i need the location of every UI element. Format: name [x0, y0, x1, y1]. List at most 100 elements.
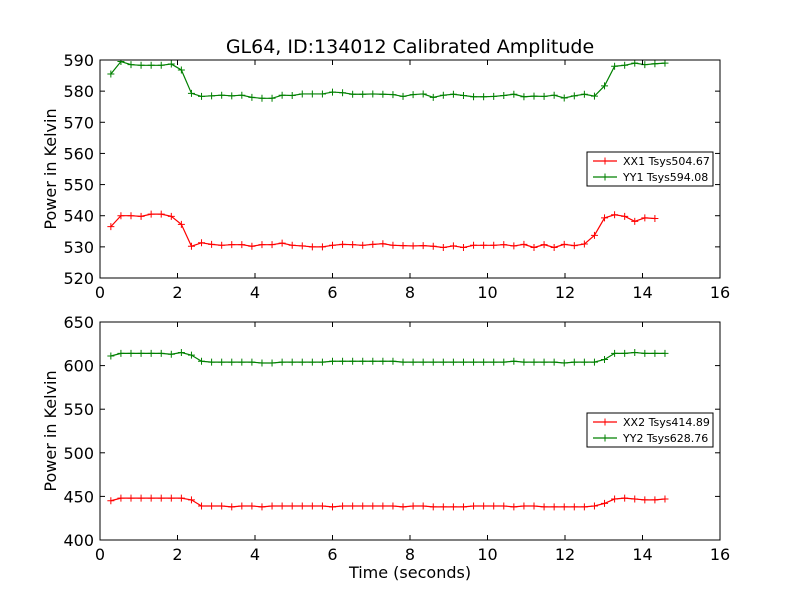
y-axis-label: Power in Kelvin	[41, 370, 60, 491]
data-point	[490, 92, 498, 100]
data-point	[359, 502, 367, 510]
data-point	[187, 89, 195, 97]
data-point	[318, 243, 326, 251]
data-point	[147, 210, 155, 218]
legend-box	[586, 412, 714, 448]
data-point	[298, 90, 306, 98]
x-tick-label: 12	[555, 283, 575, 302]
data-point	[631, 349, 639, 357]
data-point	[198, 92, 206, 100]
data-point	[399, 242, 407, 250]
data-point	[429, 242, 437, 250]
y-tick-label: 550	[63, 176, 94, 195]
data-point	[157, 494, 165, 502]
data-point	[349, 502, 357, 510]
y-tick-label: 580	[63, 82, 94, 101]
data-point	[157, 210, 165, 218]
data-point	[318, 502, 326, 510]
data-point	[248, 93, 256, 101]
data-point	[298, 358, 306, 366]
y-tick-label: 540	[63, 207, 94, 226]
data-point	[389, 357, 397, 365]
data-point	[520, 93, 528, 101]
data-point	[399, 503, 407, 511]
data-point	[439, 243, 447, 251]
legend-item: YY1 Tsys594.08	[593, 171, 708, 184]
legend-marker	[601, 418, 609, 426]
data-point	[641, 496, 649, 504]
data-point	[570, 242, 578, 250]
y-tick-label: 400	[63, 531, 94, 550]
data-point	[107, 352, 115, 360]
x-tick-label: 16	[710, 283, 730, 302]
data-point	[329, 88, 336, 96]
data-point	[490, 241, 498, 249]
data-point	[530, 358, 538, 366]
data-point	[611, 211, 619, 219]
data-point	[449, 242, 457, 250]
data-point	[631, 60, 639, 67]
data-point	[449, 358, 457, 366]
data-point	[238, 91, 246, 99]
data-point	[611, 495, 619, 503]
data-point	[278, 239, 286, 247]
legend-marker	[601, 157, 609, 165]
data-point	[228, 503, 236, 511]
data-point	[339, 89, 347, 97]
data-point	[449, 503, 457, 511]
data-point	[611, 349, 619, 357]
data-point	[147, 494, 155, 502]
data-point	[127, 494, 135, 502]
data-point	[419, 358, 427, 366]
data-point	[459, 92, 467, 100]
x-tick-label: 6	[327, 283, 337, 302]
data-point	[167, 212, 175, 220]
data-point	[258, 94, 266, 102]
data-point	[238, 241, 246, 249]
data-point	[329, 241, 336, 249]
data-point	[288, 241, 296, 249]
data-point	[298, 502, 306, 510]
y-axis-label: Power in Kelvin	[41, 108, 60, 229]
y-tick-label: 530	[63, 238, 94, 257]
data-point	[661, 495, 669, 503]
data-point	[177, 220, 185, 228]
data-point	[651, 60, 659, 68]
data-point	[308, 90, 316, 98]
data-point	[651, 349, 659, 357]
x-tick-label: 2	[172, 545, 182, 564]
data-point	[329, 503, 336, 511]
series-group	[107, 349, 669, 511]
data-point	[570, 358, 578, 366]
x-tick-label: 0	[95, 545, 105, 564]
y-tick-label: 650	[63, 313, 94, 332]
data-point	[268, 94, 276, 102]
data-point	[107, 223, 115, 231]
x-tick-label: 8	[405, 545, 415, 564]
data-point	[228, 241, 236, 249]
data-point	[187, 242, 195, 250]
data-point	[510, 90, 518, 98]
data-point	[157, 349, 165, 357]
data-point	[359, 241, 367, 249]
chart-2: 0 2 4 6 8 10 12 14 16 400 450 500 550 600 650 Power in …	[41, 313, 730, 582]
data-point	[268, 359, 276, 367]
data-point	[117, 349, 125, 357]
data-point	[339, 357, 347, 365]
data-point	[117, 212, 125, 220]
x-tick-label: 10	[477, 545, 497, 564]
legend-label: XX1 Tsys504.67	[623, 155, 710, 168]
y-tick-label: 570	[63, 113, 94, 132]
data-point	[631, 217, 639, 225]
data-point	[238, 502, 246, 510]
x-tick-label: 10	[477, 283, 497, 302]
data-point	[208, 502, 216, 510]
legend-marker	[601, 434, 609, 442]
y-tick-label: 600	[63, 357, 94, 376]
data-point	[621, 61, 629, 69]
data-point	[429, 93, 437, 101]
x-tick-label: 8	[405, 283, 415, 302]
data-point	[409, 242, 417, 250]
legend-item: XX2 Tsys414.89	[593, 416, 710, 429]
data-point	[339, 240, 347, 248]
